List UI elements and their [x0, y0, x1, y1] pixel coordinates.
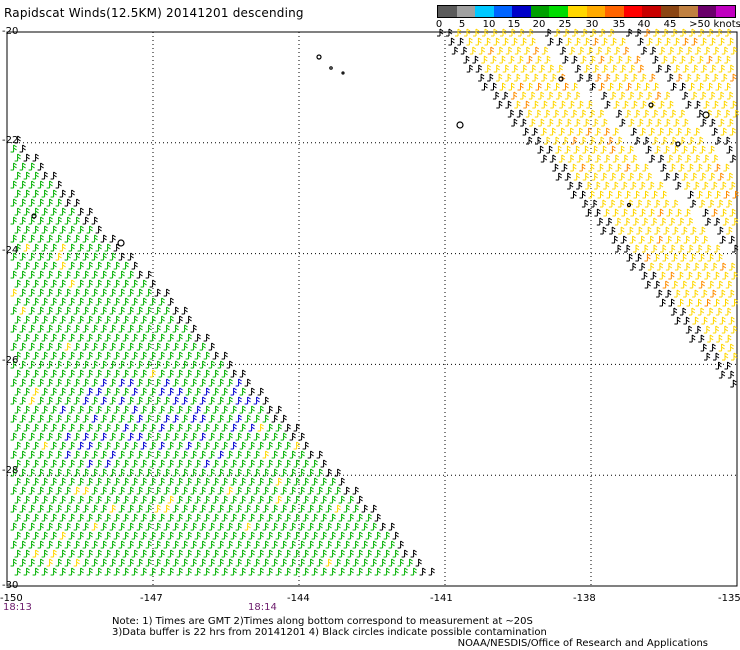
legend-swatch	[642, 6, 661, 17]
wind-barbs	[10, 28, 740, 576]
map-title: Rapidscat Winds(12.5KM) 20141201 descend…	[4, 6, 304, 20]
lat-label-28: -28	[2, 465, 19, 476]
legend-tick: 15	[507, 19, 521, 30]
credit-line: NOAA/NESDIS/Office of Research and Appli…	[457, 638, 708, 649]
contamination-circle	[117, 239, 125, 247]
legend-swatch	[438, 6, 457, 17]
lon-label-141: -141	[430, 593, 453, 604]
lat-label-26: -26	[2, 355, 19, 366]
legend-swatch	[549, 6, 568, 17]
legend-swatch	[679, 6, 698, 17]
legend-tick: 35	[612, 19, 626, 30]
time-label-1814: 18:14	[248, 602, 277, 613]
barb-group-yellow	[10, 28, 740, 567]
legend-tick: 30	[585, 19, 599, 30]
legend-tick: 45	[663, 19, 677, 30]
contamination-circle	[558, 76, 564, 82]
legend-tick: 0	[435, 19, 443, 30]
contamination-circle	[702, 111, 710, 119]
map-frame	[6, 31, 738, 587]
contamination-circle	[648, 102, 654, 108]
legend-tick: 20	[532, 19, 546, 30]
legend-tick: >50 knots	[689, 19, 740, 30]
lon-label-135: -135	[718, 593, 740, 604]
legend-swatch	[623, 6, 643, 17]
lat-label-20: -20	[2, 26, 19, 37]
legend-tick-labels: 0 5 10 15 20 25 30 35 40 45 >50 knots	[435, 18, 740, 32]
legend-color-bar	[437, 5, 736, 18]
legend-swatch	[586, 6, 606, 17]
barb-group-green	[10, 144, 417, 576]
lon-label-147: -147	[140, 593, 163, 604]
legend-tick: 5	[458, 19, 466, 30]
lat-label-24: -24	[2, 245, 19, 256]
lon-label-144: -144	[287, 593, 310, 604]
legend-tick: 10	[482, 19, 496, 30]
barb-group-blue	[59, 378, 260, 468]
legend-swatch	[660, 6, 680, 17]
contamination-circle	[675, 141, 681, 147]
lat-label-22: -22	[2, 135, 19, 146]
time-label-1813: 18:13	[3, 602, 32, 613]
legend-swatch	[493, 6, 513, 17]
barb-group-black	[14, 28, 739, 576]
lat-lon-grid	[7, 32, 737, 586]
legend-swatch	[456, 6, 476, 17]
legend-swatch	[697, 6, 717, 17]
legend-swatch	[716, 6, 735, 17]
legend-tick: 40	[637, 19, 651, 30]
lat-label-30: -30	[2, 580, 19, 591]
legend-tick: 25	[558, 19, 572, 30]
footnote: Note: 1) Times are GMT 2)Times along bot…	[112, 616, 547, 638]
contamination-circle	[329, 66, 333, 70]
legend-swatch	[475, 6, 494, 17]
lon-label-138: -138	[573, 593, 596, 604]
contamination-circle	[316, 54, 322, 60]
legend-swatch	[605, 6, 624, 17]
contamination-circle	[341, 71, 345, 75]
contamination-circle	[626, 202, 632, 208]
legend-swatch	[567, 6, 587, 17]
legend-swatch	[512, 6, 531, 17]
wind-speed-legend: 0 5 10 15 20 25 30 35 40 45 >50 knots	[435, 5, 740, 32]
legend-swatch	[530, 6, 550, 17]
contamination-circle	[31, 213, 37, 219]
barb-group-orange	[487, 28, 739, 307]
lon-label-150: -150	[0, 593, 23, 604]
contamination-circle	[456, 121, 464, 129]
contamination-circles	[31, 54, 710, 247]
